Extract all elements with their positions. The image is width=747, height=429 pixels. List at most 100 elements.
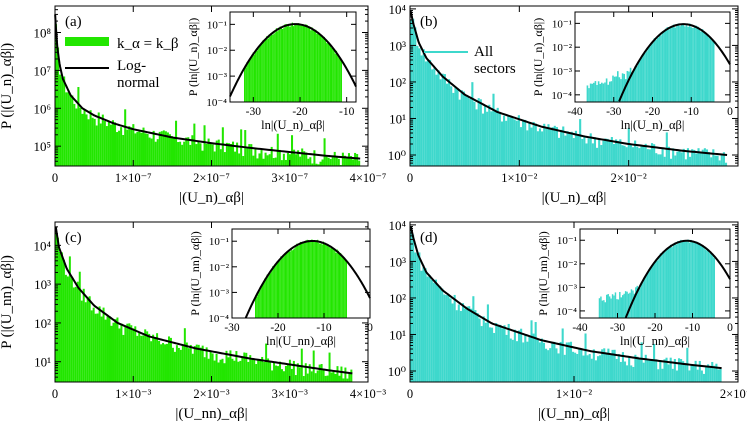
histogram-bar: [545, 348, 548, 382]
inset-bar: [310, 30, 312, 102]
inset-bar: [315, 29, 317, 103]
inset-bar: [609, 81, 611, 102]
histogram-bar: [307, 158, 310, 166]
histogram-bar: [615, 139, 618, 166]
histogram-bar: [482, 316, 485, 382]
histogram-bar: [116, 317, 119, 382]
histogram-bar: [469, 98, 472, 166]
histogram-bar: [241, 356, 244, 382]
histogram-bar: [164, 131, 167, 166]
histogram-bar: [604, 138, 607, 166]
histogram-bar: [418, 252, 421, 382]
inset-bar: [337, 250, 339, 318]
histogram-bar: [98, 306, 101, 382]
histogram-bar: [719, 368, 722, 382]
histogram-bar: [260, 150, 263, 166]
inset-bar: [289, 26, 291, 103]
histogram-bar: [297, 150, 300, 166]
inset-bar: [671, 247, 673, 318]
inset-bar: [281, 28, 284, 102]
inset-bar: [271, 271, 273, 318]
inset-bar: [260, 285, 262, 318]
histogram-bar: [179, 141, 182, 166]
inset-lognormal-curve: [244, 239, 371, 319]
inset-bar: [304, 25, 306, 102]
histogram-bar: [682, 361, 685, 382]
inset-bar: [668, 247, 670, 318]
histogram-bar: [266, 155, 269, 166]
inset-bar: [311, 27, 313, 103]
inset-bar: [310, 240, 312, 318]
histogram-bar: [551, 342, 554, 382]
inset-bar: [678, 241, 681, 318]
histogram-bar: [221, 358, 224, 382]
inset-bar: [324, 40, 327, 102]
inset-bar: [259, 289, 261, 318]
inset-bar: [601, 82, 603, 102]
inset-bar: [340, 59, 342, 102]
histogram-bar: [584, 333, 587, 382]
histogram-bar: [334, 373, 337, 382]
histogram-bar: [562, 126, 565, 166]
inset-bar: [634, 65, 637, 102]
histogram-bar: [146, 133, 149, 166]
inset-bar: [335, 252, 337, 318]
inset-bar: [663, 30, 665, 102]
inset-x-tick-label: 0: [727, 322, 733, 334]
histogram-bar: [507, 115, 510, 166]
inset-bar: [321, 35, 323, 102]
histogram-bar: [278, 149, 281, 166]
histogram-bar: [717, 369, 720, 382]
legend-label: Log-: [117, 58, 146, 74]
inset-bar: [277, 31, 279, 103]
inset-x-tick-label: -30: [610, 322, 626, 334]
inset-bar: [586, 85, 589, 102]
histogram-bar: [528, 122, 531, 166]
histogram-bar: [648, 360, 651, 382]
histogram-bar: [325, 155, 328, 166]
y-axis-label: P (|(U_nn)_αβ|): [0, 255, 15, 349]
histogram-bar: [207, 138, 210, 166]
histogram-bar: [492, 93, 495, 166]
histogram-bar: [676, 151, 679, 166]
histogram-bar: [459, 310, 462, 382]
inset-y-tick-label: 10⁻³: [552, 66, 573, 78]
histogram-bar: [495, 323, 498, 382]
inset-bar: [697, 243, 700, 318]
histogram-bar: [255, 364, 258, 382]
histogram-bar: [164, 344, 167, 382]
inset-bar: [683, 240, 685, 318]
inset-bar: [306, 24, 308, 103]
inset-bar: [279, 260, 281, 318]
histogram-bar: [259, 359, 262, 382]
inset-bar: [250, 58, 252, 102]
histogram-bar: [526, 341, 529, 382]
inset-bar: [294, 23, 296, 102]
inset-y-tick-label: 10⁻¹: [209, 236, 229, 248]
histogram-bar: [223, 152, 226, 166]
histogram-bar: [118, 328, 121, 382]
histogram-bar: [445, 83, 449, 166]
histogram-bar: [623, 145, 626, 166]
histogram-bar: [332, 370, 335, 382]
histogram-bar: [707, 364, 710, 382]
inset-bar: [676, 24, 678, 103]
inset-bar: [326, 245, 328, 318]
inset-bar: [307, 239, 310, 318]
histogram-bar: [346, 378, 349, 382]
panel-label: (d): [420, 230, 438, 246]
histogram-bar: [441, 288, 444, 382]
histogram-bar: [497, 324, 500, 382]
histogram-bar: [100, 316, 103, 382]
inset-bar: [275, 28, 278, 102]
inset-bar: [636, 285, 638, 318]
histogram-bar: [110, 325, 113, 382]
histogram-bar: [710, 157, 713, 166]
histogram-bar: [322, 369, 325, 382]
histogram-bar: [655, 359, 658, 382]
histogram-bar: [486, 111, 489, 166]
histogram-bar: [316, 370, 319, 382]
histogram-bar: [158, 131, 161, 166]
histogram-bar: [449, 298, 452, 382]
histogram-bar: [124, 109, 127, 166]
